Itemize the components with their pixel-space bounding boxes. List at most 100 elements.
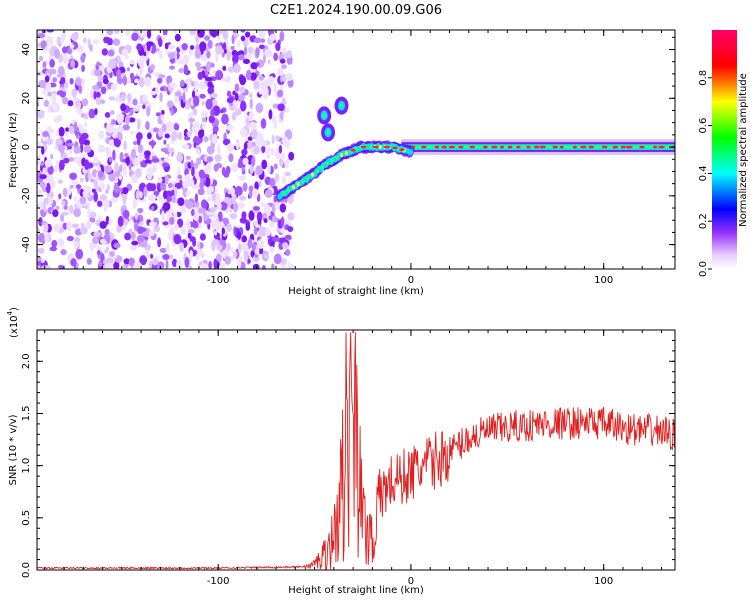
noise-speckle xyxy=(93,191,99,203)
noise-speckle xyxy=(56,90,65,96)
noise-speckle xyxy=(167,182,173,189)
noise-speckle xyxy=(78,84,83,94)
noise-speckle xyxy=(206,145,215,155)
noise-speckle xyxy=(219,262,226,269)
noise-speckle xyxy=(238,93,245,101)
noise-speckle xyxy=(276,89,284,98)
blob-peak xyxy=(326,130,330,135)
noise-speckle xyxy=(113,137,120,147)
noise-speckle xyxy=(174,94,179,105)
noise-speckle xyxy=(271,215,277,223)
noise-speckle xyxy=(106,183,110,192)
noise-speckle xyxy=(108,156,113,163)
noise-speckle xyxy=(56,36,61,46)
noise-speckle xyxy=(68,204,74,214)
noise-speckle xyxy=(148,221,157,227)
noise-speckle xyxy=(180,79,185,87)
noise-speckle xyxy=(85,219,92,230)
snr-multiplier-exp: 4 xyxy=(6,310,14,315)
noise-speckle xyxy=(222,42,227,51)
noise-speckle xyxy=(284,158,290,169)
snr-xtick-label: -100 xyxy=(207,576,230,587)
trace-peak xyxy=(311,172,315,177)
noise-speckle xyxy=(60,249,67,256)
noise-speckle xyxy=(121,187,129,195)
noise-speckle xyxy=(127,78,132,84)
noise-speckle xyxy=(185,55,190,61)
noise-speckle xyxy=(252,206,261,211)
noise-speckle xyxy=(200,128,205,136)
noise-speckle xyxy=(133,145,138,151)
noise-speckle xyxy=(174,123,180,131)
noise-speckle xyxy=(230,164,238,171)
snr-multiplier-base: (x10 xyxy=(9,315,20,338)
noise-speckle xyxy=(240,100,247,112)
noise-speckle xyxy=(144,159,152,164)
noise-speckle xyxy=(42,130,49,137)
carrier-peak xyxy=(491,145,498,149)
noise-speckle xyxy=(253,188,259,199)
noise-speckle xyxy=(230,246,234,254)
spectrogram-ticks: -100 0 100 -40 -20 0 20 40 xyxy=(21,30,675,286)
noise-speckle xyxy=(92,236,100,245)
noise-speckle xyxy=(151,139,155,149)
noise-speckle xyxy=(208,186,214,193)
noise-speckle xyxy=(153,190,160,196)
noise-speckle xyxy=(93,231,101,237)
noise-speckle xyxy=(285,72,293,82)
noise-speckle xyxy=(256,211,263,222)
colorbar-label: Normalized spectral amplitude xyxy=(738,73,749,227)
spectrogram-xtick-label: 100 xyxy=(594,275,613,286)
noise-speckle xyxy=(199,41,207,52)
noise-speckle xyxy=(197,241,201,250)
noise-speckle xyxy=(189,236,196,243)
noise-speckle xyxy=(48,68,57,75)
noise-speckle xyxy=(44,159,52,168)
noise-speckle xyxy=(249,98,253,110)
noise-speckle xyxy=(37,109,45,119)
noise-speckle xyxy=(47,165,54,175)
noise-speckle xyxy=(183,128,189,138)
noise-speckle xyxy=(228,153,234,163)
noise-speckle xyxy=(216,222,225,229)
noise-speckle xyxy=(95,97,102,106)
snr-ticks: -100 0 100 0.0 0.5 1.0 1.5 2.0 xyxy=(21,330,675,587)
noise-speckle xyxy=(136,234,145,243)
noise-speckle xyxy=(61,46,68,54)
noise-speckle xyxy=(177,167,181,178)
noise-speckle xyxy=(99,221,107,229)
noise-speckle xyxy=(255,165,263,176)
noise-speckle xyxy=(162,221,169,226)
noise-speckle xyxy=(198,169,205,179)
noise-speckle xyxy=(274,173,280,181)
noise-speckle xyxy=(269,177,276,187)
noise-speckle xyxy=(161,123,167,132)
noise-speckle xyxy=(257,218,262,225)
carrier-peak xyxy=(448,145,456,149)
noise-speckle xyxy=(212,125,219,133)
carrier-peak xyxy=(572,145,577,149)
noise-speckle xyxy=(95,91,101,99)
noise-speckle xyxy=(55,205,60,211)
noise-speckle xyxy=(250,62,258,70)
noise-speckle xyxy=(162,254,170,261)
noise-speckle xyxy=(149,253,154,259)
noise-speckle xyxy=(71,88,78,97)
noise-speckle xyxy=(146,166,154,178)
noise-speckle xyxy=(143,186,148,198)
noise-speckle xyxy=(280,258,288,265)
noise-speckle xyxy=(232,54,239,64)
noise-speckle xyxy=(37,232,45,243)
noise-speckle xyxy=(58,264,65,269)
noise-speckle xyxy=(132,98,138,106)
noise-speckle xyxy=(69,172,78,180)
noise-speckle xyxy=(236,202,245,209)
noise-speckle xyxy=(284,234,292,241)
noise-speckle xyxy=(138,77,145,88)
noise-speckle xyxy=(57,114,63,123)
noise-speckle xyxy=(99,238,106,244)
noise-speckle xyxy=(188,112,194,119)
noise-speckle xyxy=(221,113,229,125)
noise-speckle xyxy=(253,227,258,236)
trace-core xyxy=(408,148,414,155)
